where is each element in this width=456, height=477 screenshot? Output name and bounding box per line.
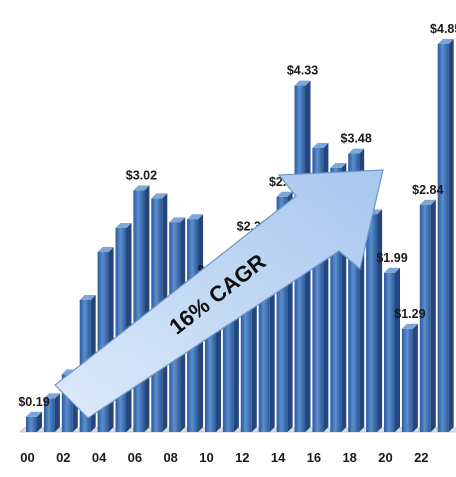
bar-top <box>348 148 365 154</box>
bar-22 <box>419 199 436 432</box>
bar-top <box>276 191 293 197</box>
bar-top <box>151 193 168 199</box>
x-tick-label: 22 <box>414 450 428 465</box>
bar-top <box>169 217 186 223</box>
bar-1 <box>43 393 60 432</box>
bar-23 <box>437 39 454 432</box>
x-tick-label: 10 <box>199 450 213 465</box>
bar-front <box>97 252 109 432</box>
data-label: $3.48 <box>341 132 372 146</box>
bar-front <box>312 148 324 432</box>
data-label: $4.33 <box>287 64 318 78</box>
bar-front <box>384 272 395 432</box>
x-tick-label: 02 <box>56 450 70 465</box>
bar-front <box>240 241 252 432</box>
bar-side <box>144 185 150 432</box>
bar-front <box>348 153 360 432</box>
bar-top <box>419 199 436 205</box>
bar-top <box>330 163 347 168</box>
bar-front <box>276 196 288 432</box>
x-tick-label: 18 <box>342 450 356 465</box>
bar-front <box>26 416 37 432</box>
bar-front <box>401 328 413 432</box>
bar-21 <box>401 323 418 432</box>
bar-top <box>294 80 311 86</box>
x-tick-label: 06 <box>128 450 142 465</box>
bar-front <box>43 398 55 432</box>
bar-front <box>115 228 127 432</box>
bar-side <box>54 393 60 432</box>
bar-front <box>258 238 270 432</box>
bar-19 <box>366 209 383 432</box>
x-axis: 00 02 04 06 08 10 12 14 16 18 20 22 <box>20 450 428 465</box>
bar-side <box>377 209 383 432</box>
bar-front <box>366 214 378 432</box>
x-tick-label: 12 <box>235 450 249 465</box>
bar-front <box>205 285 216 432</box>
bar-20 <box>384 267 400 432</box>
bar-side <box>37 411 42 432</box>
data-label: $2.84 <box>412 183 443 197</box>
bar-top <box>97 247 114 252</box>
x-tick-label: 04 <box>92 450 107 465</box>
bar-top <box>43 393 60 399</box>
data-label: $1.99 <box>376 251 407 265</box>
bar-top <box>401 323 418 329</box>
x-tick-label: 08 <box>163 450 177 465</box>
data-label: $3.02 <box>126 168 157 182</box>
bar-top <box>79 295 96 300</box>
x-tick-label: 16 <box>307 450 321 465</box>
bar-top <box>437 39 454 44</box>
data-label: $1.29 <box>394 307 425 321</box>
bar-side <box>395 267 400 432</box>
bar-front <box>330 168 342 432</box>
bar-front <box>222 268 234 432</box>
bar-top <box>384 267 400 273</box>
bar-top <box>187 214 204 220</box>
x-tick-label: 00 <box>20 450 34 465</box>
bar-side <box>430 199 436 432</box>
bar-front <box>437 44 449 432</box>
bar-front <box>133 190 145 432</box>
bar-side <box>412 323 418 432</box>
x-tick-label: 14 <box>271 450 286 465</box>
bar-top <box>115 223 132 228</box>
bar-side <box>448 39 454 432</box>
bar-top <box>26 411 42 417</box>
bar-6 <box>133 185 150 432</box>
bar-0 <box>26 411 42 432</box>
x-tick-label: 20 <box>378 450 392 465</box>
bar-front <box>61 374 73 432</box>
bar-top <box>133 185 150 191</box>
data-label: $4.85 <box>430 22 456 36</box>
bar-front <box>419 204 431 432</box>
bar-top <box>312 143 329 148</box>
cagr-arrow-shape <box>54 169 384 419</box>
data-label: $0.19 <box>18 395 49 409</box>
